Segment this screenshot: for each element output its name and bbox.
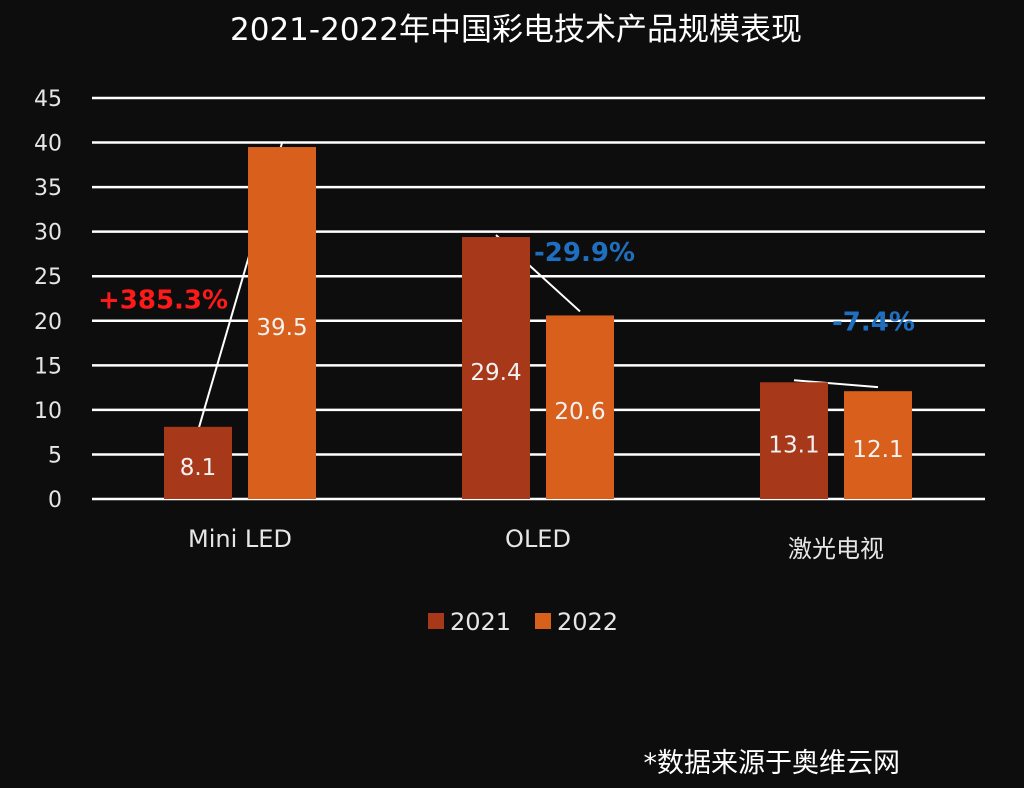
x-category-label: 激光电视 [788,535,884,563]
y-tick-label: 40 [34,132,62,157]
source-note: *数据来源于奥维云网 [644,748,901,779]
chart-title: 2021-2022年中国彩电技术产品规模表现 [230,12,802,48]
bar-2021-0 [164,426,232,499]
x-category-label: OLED [505,525,571,553]
bar-2022-1 [546,315,614,499]
legend-label: 2021 [450,608,511,636]
data-label: 8.1 [180,455,217,481]
x-axis: Mini LED OLED 激光电视 [188,525,884,563]
data-label: 13.1 [768,433,819,459]
data-labels: 8.1 39.5 29.4 20.6 13.1 12.1 [180,315,904,481]
data-label: 20.6 [554,399,605,425]
legend-label: 2022 [557,608,618,636]
y-tick-label: 10 [34,399,62,424]
y-tick-label: 25 [34,265,62,290]
y-tick-label: 15 [34,354,62,379]
legend: 2021 2022 [428,608,618,636]
y-tick-label: 45 [34,87,62,112]
legend-swatch-2021 [428,613,444,629]
data-label: 39.5 [256,315,307,341]
data-label: 12.1 [852,437,903,463]
data-label: 29.4 [470,360,521,386]
bar-2022-0 [248,147,316,499]
change-annotation: -7.4% [832,307,915,337]
bar-2021-2 [760,382,828,499]
y-tick-label: 0 [48,488,62,513]
change-connector [793,379,879,389]
bars [164,147,912,499]
y-tick-label: 5 [48,443,62,468]
gridlines [92,96,985,501]
y-tick-label: 30 [34,221,62,246]
change-annotations: +385.3% -29.9% -7.4% [98,238,915,337]
x-category-label: Mini LED [188,525,292,553]
y-axis: 0 5 10 15 20 25 30 35 40 45 [34,87,62,513]
change-annotation: -29.9% [534,238,635,268]
change-annotation: +385.3% [98,285,228,315]
bar-2021-1 [462,237,530,499]
y-tick-label: 35 [34,176,62,201]
legend-swatch-2022 [535,613,551,629]
bar-2022-2 [844,391,912,499]
y-tick-label: 20 [34,310,62,335]
